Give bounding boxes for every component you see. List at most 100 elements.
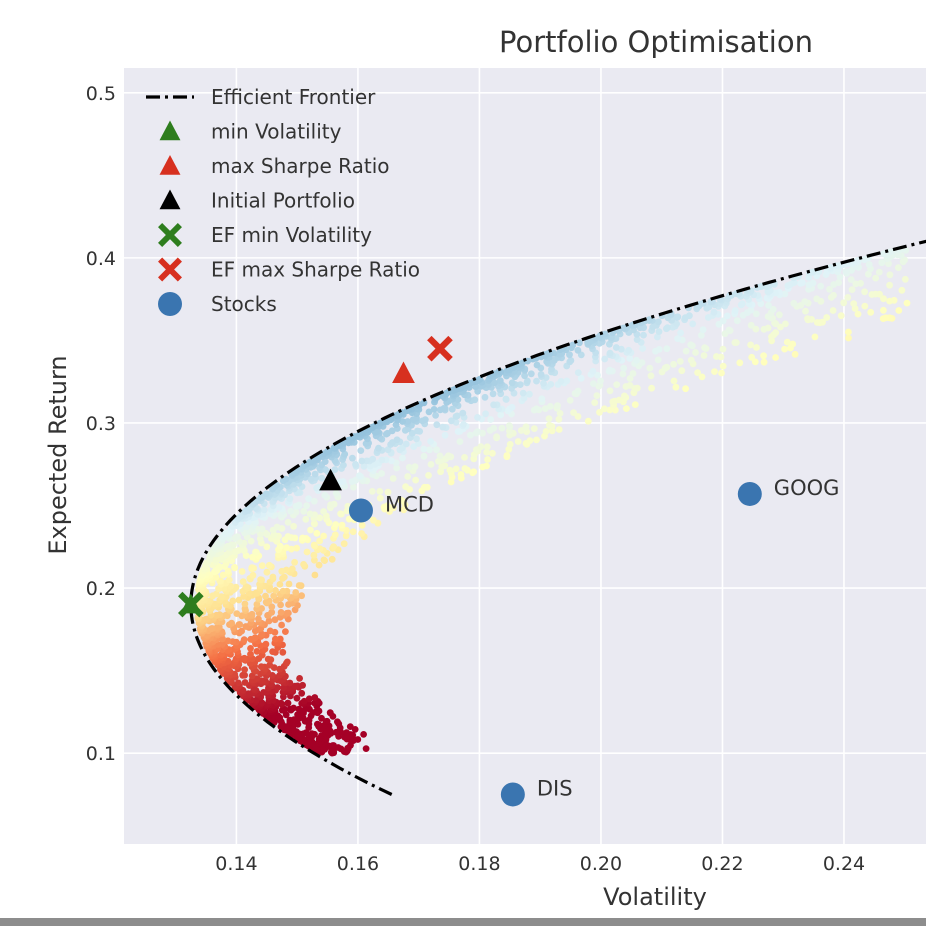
portfolio-point (483, 448, 491, 456)
window-bottom-border (0, 918, 926, 926)
portfolio-point (247, 650, 254, 658)
plot-area (124, 68, 926, 844)
portfolio-point (412, 476, 419, 484)
portfolio-point (880, 306, 887, 314)
portfolio-point (316, 514, 324, 522)
portfolio-point (293, 694, 301, 702)
portfolio-point (421, 483, 428, 491)
portfolio-point (402, 440, 410, 448)
portfolio-point (601, 355, 609, 363)
portfolio-point (520, 394, 528, 402)
portfolio-point (298, 689, 306, 697)
portfolio-point (247, 645, 254, 652)
portfolio-point (516, 381, 524, 388)
portfolio-point (341, 450, 349, 458)
portfolio-point (425, 472, 432, 479)
portfolio-point (619, 370, 627, 378)
portfolio-point (498, 424, 506, 432)
portfolio-point (322, 718, 330, 725)
portfolio-point (574, 346, 582, 354)
portfolio-point (286, 716, 294, 724)
portfolio-point (496, 377, 504, 385)
portfolio-point (253, 648, 261, 655)
portfolio-point (331, 466, 339, 473)
portfolio-point (878, 259, 886, 267)
portfolio-point (445, 452, 452, 460)
portfolio-point (358, 530, 365, 537)
legend-cross-swatch (158, 257, 182, 282)
portfolio-point (844, 294, 852, 301)
portfolio-point (378, 470, 385, 477)
portfolio-point (537, 371, 545, 378)
portfolio-point (829, 307, 837, 314)
portfolio-point (654, 356, 662, 364)
portfolio-point (264, 655, 272, 663)
portfolio-point (699, 326, 707, 334)
portfolio-point (366, 462, 374, 470)
legend-cross-swatch-bar (158, 223, 182, 247)
portfolio-point (850, 300, 858, 307)
portfolio-point (842, 268, 850, 275)
portfolio-point (291, 682, 299, 690)
portfolio-point (332, 521, 340, 528)
portfolio-point (514, 438, 522, 445)
portfolio-point (901, 275, 909, 283)
x-tick-label: 0.22 (701, 853, 743, 875)
portfolio-point (314, 720, 321, 728)
portfolio-point (677, 329, 684, 337)
portfolio-point (337, 510, 344, 518)
portfolio-point (300, 507, 308, 515)
stock-point (348, 498, 373, 523)
portfolio-point (760, 325, 768, 333)
legend-triangle-swatch (159, 120, 181, 141)
portfolio-point (563, 377, 571, 385)
portfolio-point (790, 299, 798, 307)
portfolio-point (609, 398, 617, 406)
portfolio-point (447, 417, 455, 425)
portfolio-point (292, 589, 300, 596)
portfolio-point (436, 406, 444, 414)
portfolio-point (240, 636, 248, 643)
portfolio-point (436, 452, 444, 460)
portfolio-point (719, 345, 727, 353)
portfolio-point (760, 358, 768, 366)
portfolio-point (212, 573, 220, 581)
portfolio-point (411, 463, 419, 471)
portfolio-point (772, 329, 780, 337)
portfolio-point (248, 672, 256, 680)
legend-label: min Volatility (211, 120, 342, 144)
portfolio-point (606, 406, 614, 414)
portfolio-point (404, 473, 412, 480)
portfolio-point (330, 543, 337, 551)
y-axis-ticks: 0.1 0.2 0.3 0.4 0.5 (86, 83, 116, 765)
portfolio-point (805, 281, 813, 289)
portfolio-point (772, 354, 779, 361)
legend-label: EF max Sharpe Ratio (211, 258, 420, 282)
portfolio-point (225, 576, 233, 584)
portfolio-point (872, 274, 880, 282)
portfolio-point (408, 429, 416, 437)
portfolio-point (861, 302, 869, 310)
portfolio-point (474, 414, 481, 421)
portfolio-point (338, 521, 346, 529)
portfolio-point (218, 593, 225, 600)
portfolio-point (290, 481, 297, 488)
y-tick-label: 0.1 (86, 743, 116, 765)
portfolio-point (286, 495, 294, 503)
portfolio-point (208, 625, 215, 632)
portfolio-point (484, 456, 491, 463)
portfolio-point (840, 299, 848, 307)
portfolio-point (384, 502, 391, 509)
portfolio-point (330, 742, 337, 749)
portfolio-point (781, 290, 789, 298)
portfolio-point (751, 358, 759, 366)
portfolio-point (760, 352, 767, 360)
portfolio-point (654, 333, 661, 341)
portfolio-point (591, 399, 599, 406)
portfolio-point (413, 435, 420, 443)
portfolio-point (482, 410, 489, 418)
portfolio-point (854, 310, 862, 318)
portfolio-point (255, 615, 262, 623)
portfolio-point (352, 461, 359, 468)
portfolio-point (487, 416, 495, 423)
